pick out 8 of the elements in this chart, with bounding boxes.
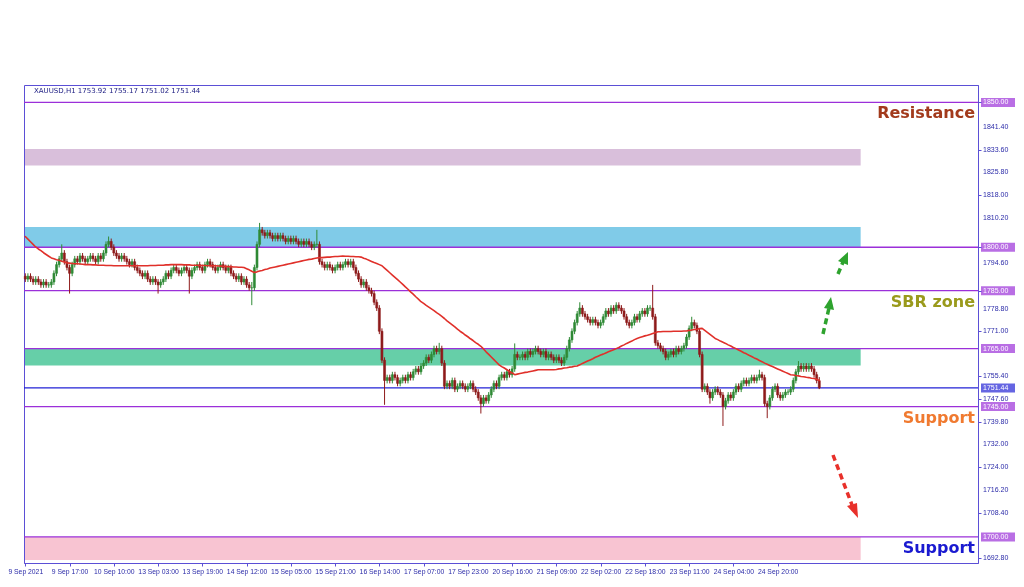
ref-line-label: SBR zone [890,291,976,311]
candlestick [484,394,488,405]
ref-line-label: Support [902,407,976,427]
candlestick [315,229,319,248]
candlestick [786,388,790,396]
ref-line-label: Support [902,537,976,557]
candlestick [318,240,321,266]
ref-line-label: Resistance [877,103,976,123]
